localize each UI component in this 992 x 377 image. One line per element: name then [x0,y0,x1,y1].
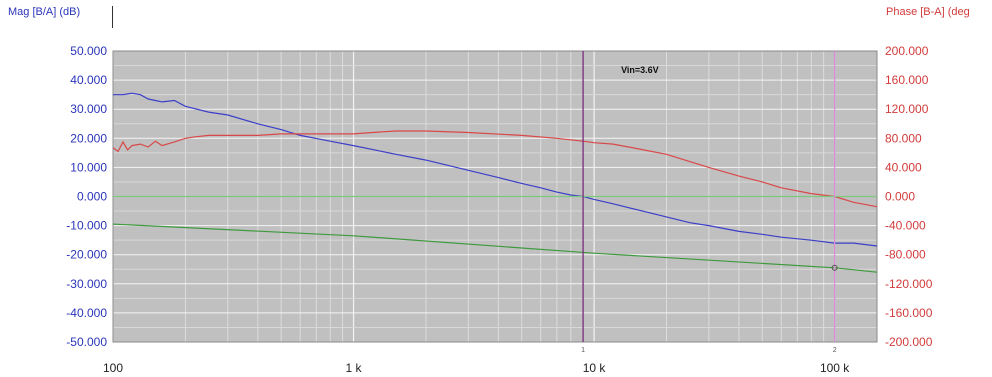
y-right-tick-label: 0.000 [885,190,915,204]
y-left-tick-label: -20.000 [66,248,107,262]
cursor-label-1: 1 [581,347,585,354]
y-left-tick-label: 20.000 [70,131,107,145]
y-right-tick-label: 120.000 [885,102,929,116]
annotation-vin: Vin=3.6V [621,65,659,75]
y-left-tick-label: 30.000 [70,102,107,116]
y-right-tick-label: 160.000 [885,73,929,87]
y-left-axis-label: Mag [B/A] (dB) [8,6,81,18]
y-left-tick-label: -50.000 [66,335,107,349]
series-line-3 [112,223,878,273]
y-right-tick-label: 80.000 [885,131,922,145]
y-right-tick-label: -200.000 [885,335,933,349]
y-left-tick-label: -30.000 [66,277,107,291]
y-right-axis-label: Phase [B-A] (deg [886,6,970,18]
x-tick-label: 100 k [820,361,850,375]
y-right-tick-label: 40.000 [885,160,922,174]
cursor-marker [831,264,838,271]
x-tick-label: 1 k [346,361,363,375]
y-right-tick-label: 200.000 [885,44,929,58]
series-line-2 [112,130,878,208]
y-left-tick-label: 40.000 [70,73,107,87]
y-right-tick-label: -80.000 [885,248,926,262]
x-tick-label: 10 k [583,361,607,375]
axis-title-separator [112,6,113,28]
y-right-tick-label: -40.000 [885,219,926,233]
y-right-tick-label: -160.000 [885,306,933,320]
y-left-tick-label: -10.000 [66,219,107,233]
x-tick-label: 100 [103,361,123,375]
y-right-tick-label: -120.000 [885,277,933,291]
y-left-tick-label: 0.000 [77,190,107,204]
y-left-tick-label: -40.000 [66,306,107,320]
y-left-tick-label: 10.000 [70,160,107,174]
y-left-tick-label: 50.000 [70,44,107,58]
series-line-1 [113,92,878,247]
cursor-label-2: 2 [833,347,837,354]
